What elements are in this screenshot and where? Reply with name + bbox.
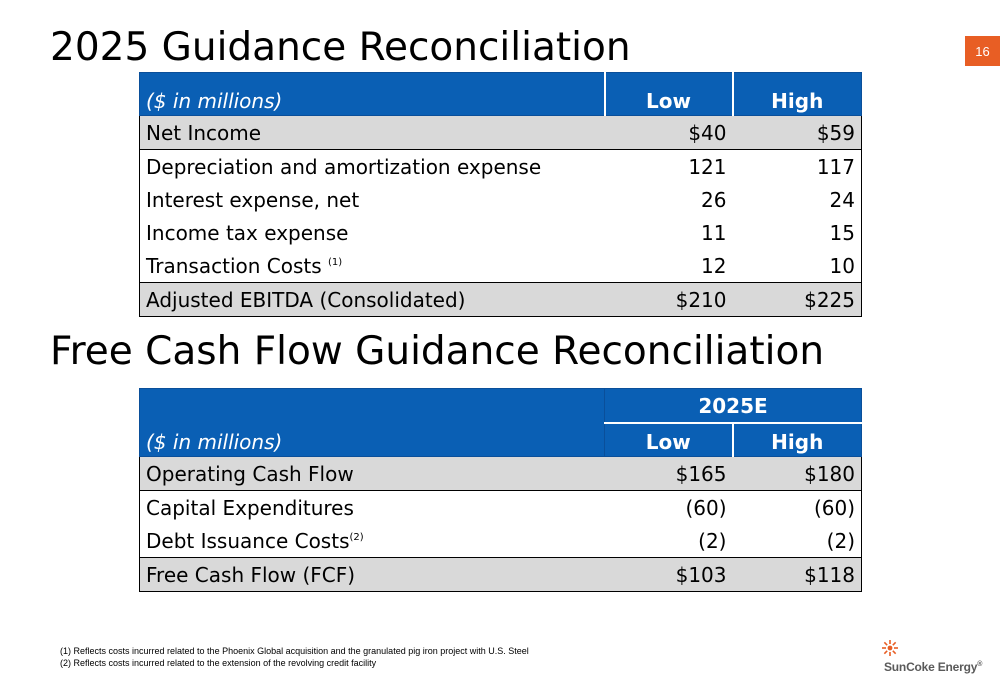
column-header-low: Low <box>604 422 733 457</box>
row-label: Operating Cash Flow <box>139 456 605 491</box>
row-label-text: Transaction Costs <box>146 253 322 278</box>
high-value: 117 <box>732 149 862 183</box>
low-value: 121 <box>604 149 733 183</box>
row-label: Adjusted EBITDA (Consolidated) <box>139 282 605 317</box>
high-value: 10 <box>732 249 862 283</box>
table-header-row: ($ in millions) 2025E <box>139 388 863 457</box>
logo-wordmark: SunCoke Energy® <box>884 660 983 674</box>
row-label: Depreciation and amortization expense <box>139 149 605 183</box>
column-header-low: Low <box>603 72 733 116</box>
high-value: $118 <box>732 557 863 592</box>
high-value: $225 <box>732 282 862 317</box>
table-header-row: ($ in millions) Low High <box>139 72 862 116</box>
fcf-reconciliation-table: ($ in millions) 2025E Low High Operating… <box>139 388 863 592</box>
table-row: Depreciation and amortization expense 12… <box>139 149 862 183</box>
footnote-marker: (2) <box>349 531 364 543</box>
low-value: 11 <box>604 216 733 249</box>
low-value: $210 <box>604 282 733 317</box>
high-value: 15 <box>732 216 862 249</box>
row-label: Transaction Costs (1) <box>139 249 605 283</box>
table-row: Net Income $40 $59 <box>139 115 862 150</box>
row-label: Net Income <box>139 115 605 150</box>
units-label: ($ in millions) <box>139 388 605 457</box>
company-logo: SunCoke Energy® <box>880 640 990 680</box>
column-header-period: 2025E <box>603 388 863 424</box>
low-value: $165 <box>604 456 733 491</box>
low-value: (2) <box>604 524 733 558</box>
units-label: ($ in millions) <box>139 72 605 116</box>
table-row: Capital Expenditures (60) (60) <box>139 490 863 524</box>
page-title: 2025 Guidance Reconciliation <box>50 25 631 70</box>
ebitda-reconciliation-table: ($ in millions) Low High Net Income $40 … <box>139 72 862 317</box>
low-value: $103 <box>604 557 733 592</box>
table-row: Operating Cash Flow $165 $180 <box>139 456 863 491</box>
footnote-2: (2) Reflects costs incurred related to t… <box>60 658 377 668</box>
table-total-row: Free Cash Flow (FCF) $103 $118 <box>139 557 863 592</box>
column-header-high: High <box>731 422 863 457</box>
table-row: Interest expense, net 26 24 <box>139 183 862 216</box>
table-total-row: Adjusted EBITDA (Consolidated) $210 $225 <box>139 282 862 317</box>
table-row: Income tax expense 11 15 <box>139 216 862 249</box>
table-row: Debt Issuance Costs(2) (2) (2) <box>139 524 863 558</box>
column-header-high: High <box>731 72 862 116</box>
high-value: 24 <box>732 183 862 216</box>
row-label: Free Cash Flow (FCF) <box>139 557 605 592</box>
row-label-text: Debt Issuance Costs <box>146 528 350 553</box>
sun-icon <box>882 640 898 656</box>
high-value: (2) <box>732 524 863 558</box>
table-row: Transaction Costs (1) 12 10 <box>139 249 862 283</box>
low-value: $40 <box>604 115 733 150</box>
high-value: (60) <box>732 490 863 524</box>
high-value: $59 <box>732 115 862 150</box>
low-value: 26 <box>604 183 733 216</box>
row-label: Income tax expense <box>139 216 605 249</box>
footnotes: (1) Reflects costs incurred related to t… <box>60 645 529 669</box>
row-label: Interest expense, net <box>139 183 605 216</box>
row-label: Capital Expenditures <box>139 490 605 524</box>
low-value: 12 <box>604 249 733 283</box>
row-label: Debt Issuance Costs(2) <box>139 524 605 558</box>
footnote-marker: (1) <box>328 256 343 268</box>
low-value: (60) <box>604 490 733 524</box>
table-subheader-row: Low High <box>140 422 863 457</box>
footnote-1: (1) Reflects costs incurred related to t… <box>60 646 529 656</box>
section-title: Free Cash Flow Guidance Reconciliation <box>50 329 825 374</box>
high-value: $180 <box>732 456 863 491</box>
page-number-badge: 16 <box>965 36 1000 66</box>
